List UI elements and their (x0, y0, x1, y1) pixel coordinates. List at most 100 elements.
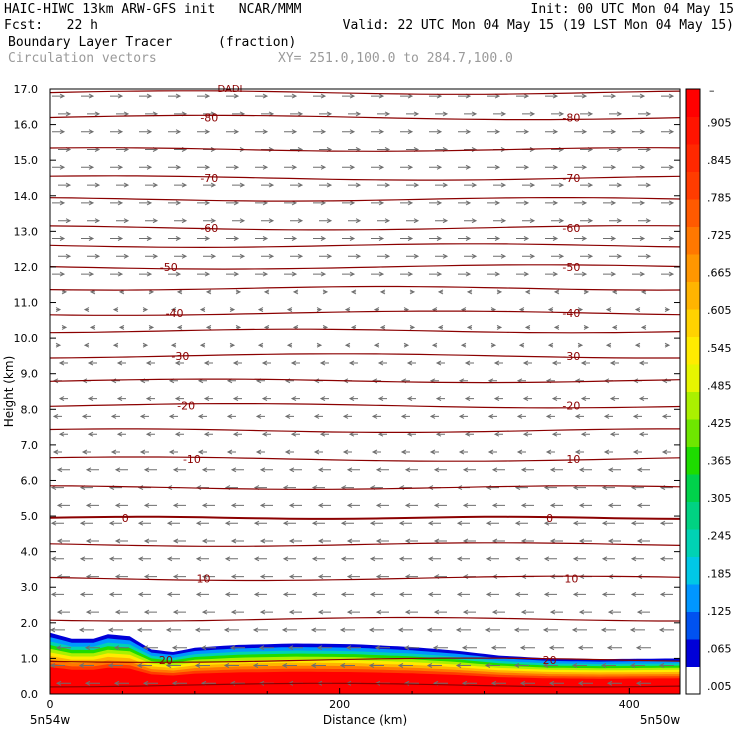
vector-arrow (166, 591, 180, 597)
vector-arrow (52, 449, 62, 455)
vector-arrow (601, 556, 615, 562)
vector-arrow (487, 129, 501, 135)
vector-arrow (201, 574, 215, 580)
vector-arrow (197, 200, 211, 206)
vector-arrow (433, 502, 447, 508)
vector-arrow (313, 164, 327, 170)
vector-arrow (78, 663, 94, 668)
vector-arrow (110, 200, 124, 206)
vector-arrow (519, 645, 535, 651)
vector-arrow (409, 289, 416, 295)
vector-arrow (580, 360, 590, 366)
vector-arrow (255, 93, 269, 99)
vector-arrow (435, 253, 449, 259)
vector-arrow (81, 449, 91, 455)
vector-arrow (437, 289, 444, 295)
vector-arrow (377, 396, 387, 402)
vector-arrow (400, 271, 414, 277)
vector-arrow (549, 467, 563, 473)
vector-arrow (261, 253, 275, 259)
vector-arrow (346, 502, 360, 508)
vector-arrow (583, 324, 590, 330)
vector-arrow (606, 680, 622, 686)
vector-arrow (496, 289, 503, 295)
vector-arrow (340, 556, 354, 562)
vector-arrow (493, 431, 503, 437)
vector-arrow (255, 449, 265, 455)
vector-arrow (574, 164, 588, 170)
vector-arrow (145, 360, 155, 366)
vector-arrow (490, 342, 497, 348)
y-tick-label: 0.0 (21, 688, 39, 701)
vector-arrow (404, 538, 418, 544)
colorbar-frame (685, 88, 701, 695)
vector-arrow (466, 324, 473, 330)
vector-arrow (398, 556, 412, 562)
vector-arrow (112, 307, 119, 313)
vector-arrow (632, 93, 646, 99)
vector-arrow (56, 538, 70, 544)
vector-arrow (195, 556, 209, 562)
vector-arrow (516, 129, 530, 135)
vector-arrow (84, 680, 100, 686)
vector-arrow (572, 556, 586, 562)
vector-arrow (348, 360, 358, 366)
vector-arrow (145, 431, 155, 437)
vector-arrow (601, 591, 615, 597)
vector-arrow (409, 324, 416, 330)
vector-arrow (404, 609, 418, 615)
vector-arrow (406, 182, 420, 188)
vector-arrow (172, 538, 186, 544)
vector-arrow (139, 413, 149, 419)
vector-arrow (379, 289, 386, 295)
vector-arrow (50, 591, 64, 597)
vector-arrow (61, 324, 68, 330)
vector-arrow (400, 164, 414, 170)
vector-arrow (197, 271, 211, 277)
vector-arrow (577, 342, 584, 348)
vector-arrow (400, 449, 410, 455)
vector-arrow (545, 129, 559, 135)
vector-arrow (493, 218, 507, 224)
vector-arrow (114, 467, 128, 473)
contour-line--10 (49, 456, 681, 462)
vector-arrow (426, 627, 442, 633)
vector-arrow (50, 556, 64, 562)
vector-arrow (520, 609, 534, 615)
vector-arrow (400, 129, 414, 135)
vector-arrow (435, 218, 449, 224)
vector-arrow (636, 502, 650, 508)
vector-arrow (659, 520, 673, 526)
vector-arrow (609, 431, 619, 437)
vector-arrow (205, 289, 212, 295)
vector-arrow (551, 431, 561, 437)
vector-arrow (519, 680, 535, 686)
vector-arrow (112, 342, 119, 348)
vector-arrow (455, 663, 471, 668)
vector-arrow (195, 520, 209, 526)
vector-arrow (174, 182, 188, 188)
vector-arrow (371, 200, 385, 206)
vector-arrow (630, 556, 644, 562)
vector-arrow (464, 253, 478, 259)
vector-arrow (549, 609, 563, 615)
vector-arrow (255, 413, 265, 419)
vector-arrow (432, 645, 448, 651)
vector-arrow (87, 218, 101, 224)
vector-arrow (344, 307, 351, 313)
contour-line (49, 328, 681, 334)
vector-arrow (197, 129, 211, 135)
vector-arrow (348, 431, 358, 437)
vector-arrow (464, 431, 474, 437)
vector-arrow (545, 200, 559, 206)
vector-arrow (487, 449, 497, 455)
vector-arrow (493, 182, 507, 188)
vector-arrow (81, 93, 95, 99)
vector-arrow (107, 627, 123, 633)
y-tick-label: 16.0 (14, 119, 39, 132)
vector-arrow (257, 307, 264, 313)
vector-arrow (629, 663, 645, 668)
vector-arrow (286, 342, 293, 348)
vector-arrow (230, 574, 244, 580)
vector-arrow (661, 164, 675, 170)
